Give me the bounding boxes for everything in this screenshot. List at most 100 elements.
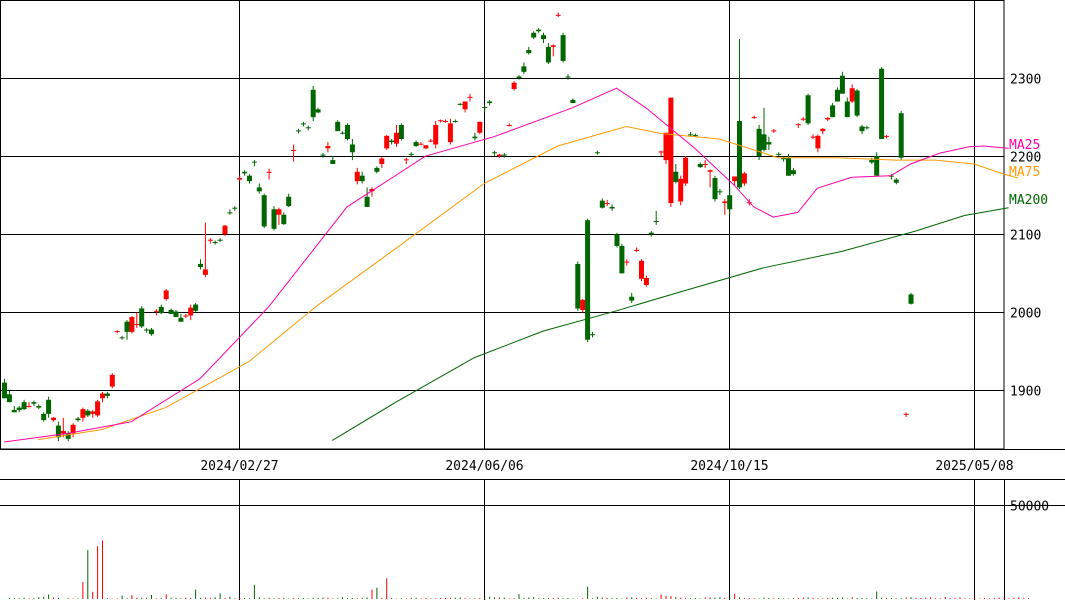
candle-body (271, 209, 277, 229)
candle-down (251, 160, 257, 167)
candle-down (36, 404, 42, 410)
candle-down (737, 39, 742, 189)
candle-body (624, 261, 630, 263)
candle-body (178, 317, 184, 322)
candle-down (908, 292, 914, 305)
candle-body (771, 130, 777, 132)
candle-up (771, 128, 777, 133)
candle-down (570, 98, 576, 104)
candle-body (658, 151, 664, 153)
candle-body (482, 106, 488, 108)
candle-body (212, 242, 218, 244)
candle-body (374, 167, 380, 172)
candle-body (217, 239, 223, 241)
candle-down (536, 28, 542, 33)
candle-body (678, 178, 684, 202)
candle-down (786, 153, 791, 176)
candle-body (389, 140, 395, 143)
ma25-line (3, 87, 1009, 443)
candle-up (423, 145, 429, 150)
candle-body (751, 117, 757, 119)
candle-up (849, 84, 855, 104)
candle-down (776, 152, 782, 157)
candle-body (761, 134, 767, 150)
candle-up (394, 124, 399, 147)
candle-body (286, 196, 292, 207)
candle-body (443, 121, 448, 123)
candle-down (374, 166, 380, 174)
candle-up (95, 399, 101, 417)
candle-body (198, 263, 203, 268)
candle-body (256, 187, 262, 192)
candle-body (467, 96, 473, 98)
legend-ma75: MA75 (1009, 165, 1040, 180)
candle-down (232, 206, 238, 211)
candle-body (741, 173, 747, 184)
axis-labels: 1900 2000 2100 2200 2300 2024/02/27 2024/06/06… (200, 73, 1049, 515)
candle-body (643, 277, 649, 286)
candle-down (727, 187, 733, 215)
candle-up (80, 407, 86, 422)
candle-body (604, 203, 610, 205)
candle-down (193, 302, 199, 313)
candle-up (624, 259, 630, 266)
candle-body (207, 239, 213, 241)
candle-body (80, 409, 86, 418)
candle-up (433, 121, 439, 149)
candle-up (741, 171, 747, 186)
candle-down (673, 163, 679, 184)
candle-up (428, 138, 434, 143)
candle-body (536, 29, 542, 32)
candle-up (668, 97, 674, 207)
candle-body (722, 201, 728, 204)
candle-down (349, 138, 355, 161)
candle-body (310, 89, 316, 118)
candle-body (227, 212, 233, 214)
candle-body (874, 156, 880, 176)
candle-down (124, 320, 130, 340)
candle-up (447, 118, 453, 145)
candle-down (844, 97, 850, 118)
candle-body (153, 310, 159, 312)
candle-down (697, 162, 703, 168)
candle-body (349, 144, 355, 153)
price-panel-frame (0, 0, 1005, 450)
ma200-line (332, 207, 1009, 441)
candle-body (305, 127, 311, 129)
candle-up (134, 312, 140, 328)
candle-body (109, 374, 115, 387)
candle-down (296, 128, 301, 134)
candle-up (384, 135, 390, 150)
candle-body (472, 136, 478, 139)
date-tick-label: 2024/06/06 (445, 459, 523, 474)
candle-body (291, 149, 297, 151)
candle-body (55, 425, 61, 438)
candle-down (874, 152, 880, 176)
candle-body (585, 220, 591, 340)
candle-down (472, 132, 478, 141)
candle-body (51, 417, 56, 421)
candle-down (271, 206, 277, 231)
candle-up (291, 144, 297, 162)
candle-up (604, 199, 610, 207)
candle-body (60, 431, 66, 434)
candle-body (732, 176, 738, 182)
candle-down (16, 406, 22, 413)
candle-up (163, 288, 169, 301)
price-tick-label: 2200 (1010, 151, 1041, 166)
volume-bars (8, 540, 1030, 599)
candle-up (222, 224, 228, 236)
candle-body (599, 200, 605, 208)
candle-down (119, 335, 125, 340)
candle-up (462, 101, 468, 113)
candle-body (452, 121, 458, 123)
candle-down (516, 74, 522, 80)
candle-body (394, 132, 399, 144)
candle-body (447, 123, 453, 143)
candle-body (364, 196, 370, 207)
candle-down (835, 87, 840, 102)
candle-body (70, 424, 76, 434)
candle-down (217, 238, 223, 243)
candle-body (526, 49, 532, 54)
candle-body (457, 103, 463, 105)
